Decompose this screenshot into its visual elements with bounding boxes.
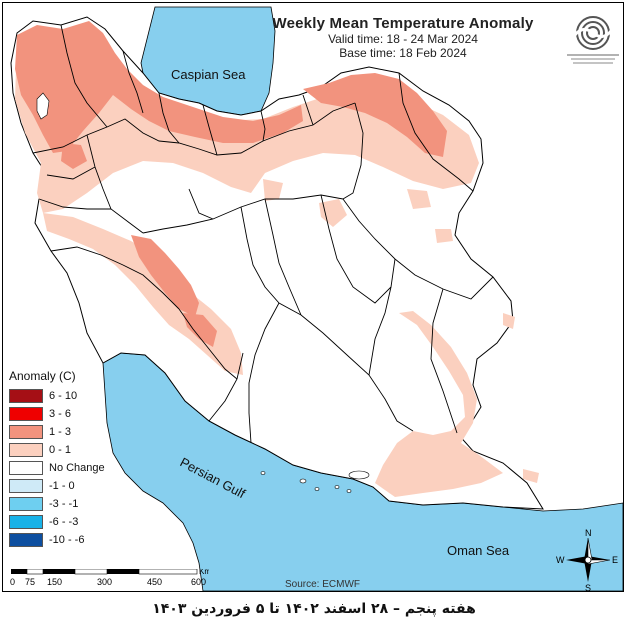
legend-swatch	[9, 479, 43, 493]
gulf-islands	[260, 470, 370, 493]
org-logo	[563, 11, 623, 71]
scale-tick-600: 600	[191, 577, 206, 587]
legend-label: -1 - 0	[49, 480, 75, 492]
legend-item: 1 - 3	[9, 423, 121, 441]
legend-label: -3 - -1	[49, 498, 79, 510]
legend-item: 6 - 10	[9, 387, 121, 405]
legend-title: Anomaly (C)	[9, 369, 76, 383]
base-time: Base time: 18 Feb 2024	[339, 46, 467, 60]
legend-item: -6 - -3	[9, 513, 121, 531]
map-frame: Caspian Sea Persian Gulf Oman Sea Weekly…	[2, 2, 624, 593]
iran-map: Caspian Sea Persian Gulf Oman Sea	[10, 6, 623, 591]
legend-swatch	[9, 533, 43, 547]
caspian-sea-label: Caspian Sea	[171, 67, 246, 82]
legend-item: No Change	[9, 459, 121, 477]
scale-tick-300: 300	[97, 577, 112, 587]
legend-item: 3 - 6	[9, 405, 121, 423]
compass-w: W	[556, 555, 565, 565]
oman-sea-label: Oman Sea	[447, 543, 510, 558]
compass-rose: N S E W	[556, 528, 620, 593]
scale-tick-450: 450	[147, 577, 162, 587]
province-boundaries	[32, 24, 494, 444]
scale-bar-graphic: 0 75 150 300 450 600 Km	[10, 567, 211, 587]
title-block: Weekly Mean Temperature Anomaly Valid ti…	[253, 15, 553, 60]
compass-n: N	[585, 528, 592, 538]
legend-swatch	[9, 407, 43, 421]
compass-icon: N S E W	[556, 528, 618, 593]
legend-label: 0 - 1	[49, 444, 72, 456]
legend-items: 6 - 10 3 - 6 1 - 3 0 - 1 No Change -1 - 0 -3 -…	[9, 387, 121, 549]
compass-e: E	[612, 555, 618, 565]
legend: Anomaly (C) 6 - 10 3 - 6 1 - 3 0 - 1 No Chan…	[9, 369, 121, 549]
scale-tick-75: 75	[25, 577, 35, 587]
legend-label: 6 - 10	[49, 390, 78, 402]
legend-item: -3 - -1	[9, 495, 121, 513]
swirl-logo-icon	[567, 16, 619, 64]
legend-label: 3 - 6	[49, 408, 72, 420]
lake-urmia	[36, 92, 50, 120]
footer-caption: هفته پنجم – ۲۸ اسفند ۱۴۰۲ تا ۵ فروردین ۱…	[152, 601, 476, 617]
legend-item: -1 - 0	[9, 477, 121, 495]
legend-label: -6 - -3	[49, 516, 79, 528]
legend-swatch	[9, 461, 43, 475]
source-credit: Source: ECMWF	[285, 579, 361, 590]
legend-swatch	[9, 425, 43, 439]
legend-label: -10 - -6	[49, 534, 85, 546]
valid-time: Valid time: 18 - 24 Mar 2024	[328, 32, 478, 46]
legend-swatch	[9, 497, 43, 511]
anomaly-1-3-regions	[15, 21, 447, 347]
compass-s: S	[585, 583, 591, 592]
legend-swatch	[9, 389, 43, 403]
legend-swatch	[9, 515, 43, 529]
legend-label: No Change	[49, 462, 105, 474]
legend-item: -10 - -6	[9, 531, 121, 549]
scale-tick-0: 0	[10, 577, 15, 587]
map-title: Weekly Mean Temperature Anomaly	[272, 15, 534, 32]
legend-label: 1 - 3	[49, 426, 72, 438]
legend-item: 0 - 1	[9, 441, 121, 459]
scale-unit: Km	[199, 569, 209, 576]
scale-bar: 0 75 150 300 450 600 Km	[9, 567, 211, 589]
legend-swatch	[9, 443, 43, 457]
scale-tick-150: 150	[47, 577, 62, 587]
